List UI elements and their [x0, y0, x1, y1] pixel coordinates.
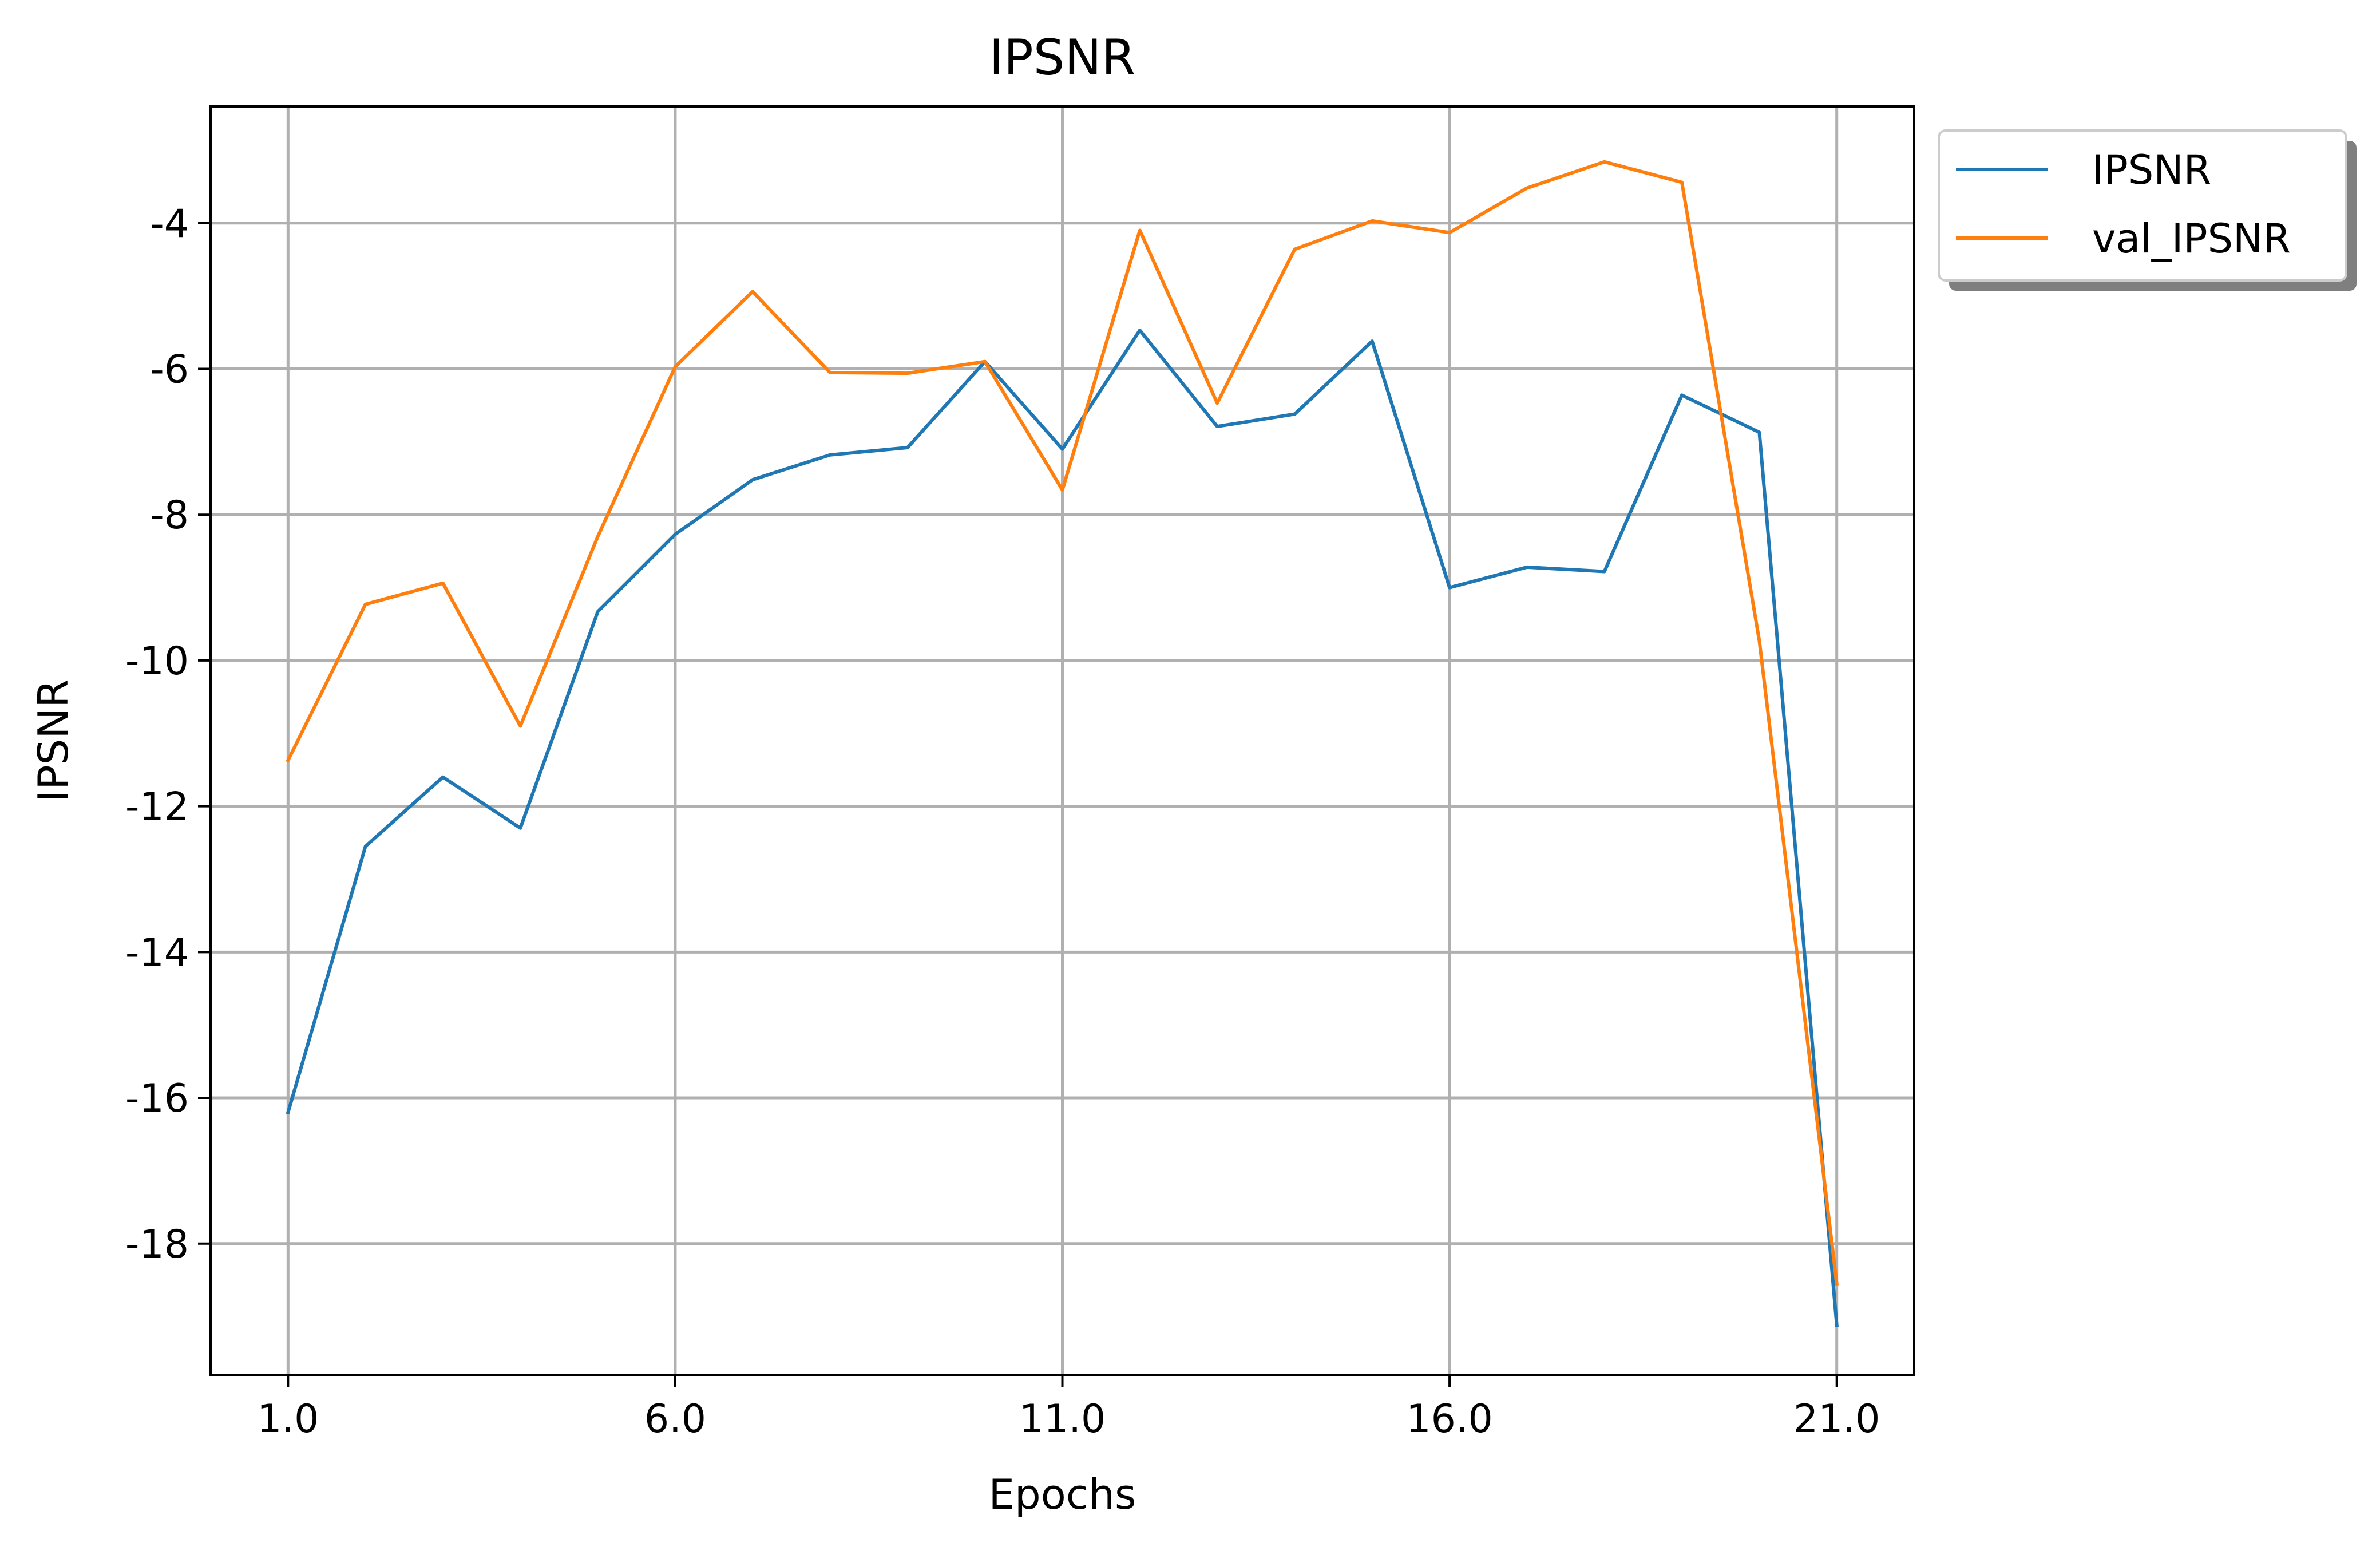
series-lines — [286, 160, 1839, 1327]
y-tick-label: -16 — [125, 1076, 189, 1121]
y-tick-label: -10 — [125, 639, 189, 684]
axis-ticks: 1.0 6.0 11.0 16.0 21.0 -18 -16 -14 -12 -10 -8 -6 -4 — [125, 201, 1880, 1442]
y-tick-label: -8 — [150, 493, 189, 538]
series-line-val-ipsnr — [286, 160, 1839, 1286]
x-tick-label: 6.0 — [644, 1397, 706, 1442]
y-tick-label: -12 — [125, 785, 189, 830]
x-tick-label: 21.0 — [1793, 1397, 1880, 1442]
series-line-ipsnr — [286, 329, 1839, 1327]
legend-label: val_IPSNR — [2092, 215, 2291, 262]
y-tick-label: -6 — [150, 347, 189, 392]
y-tick-label: -4 — [150, 201, 189, 247]
x-tick-label: 11.0 — [1019, 1397, 1106, 1442]
x-tick-label: 1.0 — [257, 1397, 319, 1442]
y-axis-label: IPSNR — [29, 679, 77, 802]
legend-label: IPSNR — [2092, 147, 2211, 193]
legend: IPSNR val_IPSNR — [1938, 129, 2357, 291]
x-tick-label: 16.0 — [1406, 1397, 1492, 1442]
y-tick-label: -18 — [125, 1222, 189, 1267]
y-tick-label: -14 — [125, 930, 189, 975]
chart-title: IPSNR — [989, 29, 1136, 86]
x-axis-label: Epochs — [989, 1470, 1136, 1519]
